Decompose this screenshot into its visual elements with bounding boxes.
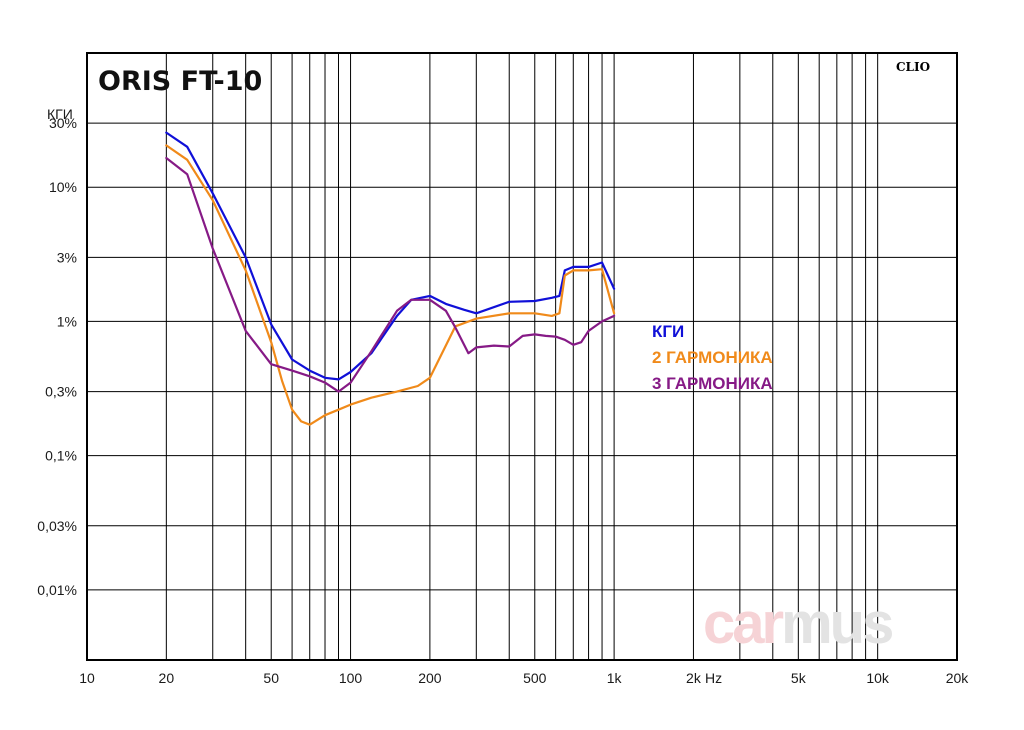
y-tick-label: 0,1% <box>45 448 77 464</box>
series-line-harmonic-3 <box>165 156 616 393</box>
x-tick-label: 1k <box>607 670 623 686</box>
y-tick-labels: 30% 10% 3% 1% 0,3% 0,1% 0,03% 0,01% <box>37 115 77 598</box>
x-tick-label: 500 <box>523 670 547 686</box>
x-tick-label: 200 <box>418 670 442 686</box>
x-tick-label: 2k <box>686 670 702 686</box>
y-tick-label: 0,3% <box>45 384 77 400</box>
watermark-text: carmus <box>703 591 892 656</box>
y-tick-label: 1% <box>57 313 77 329</box>
y-tick-label: 0,01% <box>37 582 77 598</box>
y-tick-label: 10% <box>49 179 77 195</box>
y-axis-label: КГИ <box>47 106 73 122</box>
x-tick-label: 10k <box>866 670 890 686</box>
watermark-part-2: mus <box>781 591 892 656</box>
x-tick-label: 20k <box>946 670 970 686</box>
chart-title: ORIS FT-10 <box>98 66 262 97</box>
x-tick-label: 10 <box>79 670 95 686</box>
x-unit-label: Hz <box>705 670 722 686</box>
grid-lines <box>87 53 957 660</box>
plot-frame <box>86 52 958 661</box>
series-line-kgi <box>165 131 616 381</box>
y-tick-label: 3% <box>57 249 77 265</box>
watermark: carmus <box>703 591 895 656</box>
y-tick-label: 30% <box>49 115 77 131</box>
x-tick-labels: 10 20 50 100 200 500 1k 2k 5k 10k 20k <box>79 670 969 686</box>
x-tick-label: 20 <box>159 670 175 686</box>
x-tick-label: 5k <box>791 670 807 686</box>
series-line-harmonic-2 <box>165 144 616 426</box>
legend-item-harmonic-3: 3 ГАРМОНИКА <box>652 374 773 393</box>
y-tick-label: 0,03% <box>37 518 77 534</box>
legend: КГИ 2 ГАРМОНИКА 3 ГАРМОНИКА <box>652 322 773 393</box>
x-tick-label: 50 <box>263 670 279 686</box>
legend-item-kgi: КГИ <box>652 322 684 341</box>
legend-item-harmonic-2: 2 ГАРМОНИКА <box>652 348 773 367</box>
brand-label: CLIO <box>896 60 930 74</box>
series-lines <box>165 131 616 426</box>
x-tick-label: 100 <box>339 670 363 686</box>
watermark-part-1: car <box>703 591 784 656</box>
